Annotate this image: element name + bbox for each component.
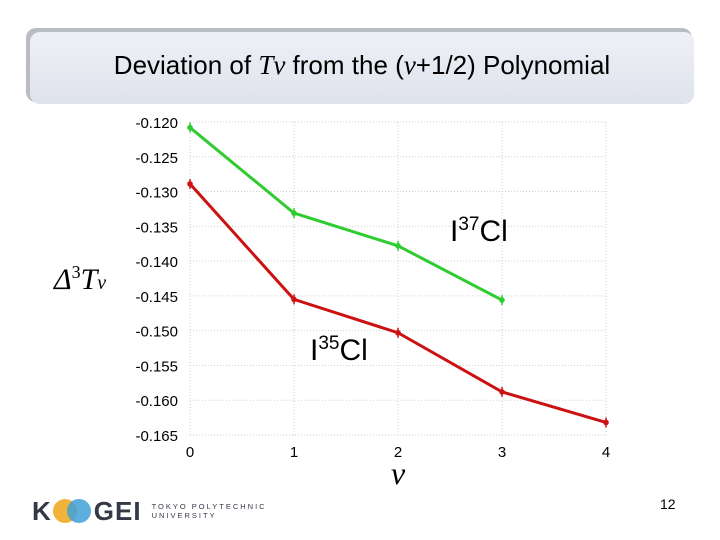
logo-letter-k: K [32, 495, 52, 526]
y-tick-label-9: -0.165 [135, 428, 178, 445]
y-tick-label-5: -0.145 [135, 289, 178, 306]
x-tick-label-1: 1 [290, 444, 298, 461]
y-tick-label-2: -0.130 [135, 185, 178, 202]
data-point-i37cl-2 [395, 243, 401, 249]
y-tick-label-7: -0.155 [135, 358, 178, 375]
y-label-T: T [80, 263, 98, 296]
series-line-i37cl [189, 126, 503, 302]
i35-mass: 35 [318, 333, 340, 354]
title-v: v [403, 50, 416, 80]
y-tick-label-1: -0.125 [135, 150, 178, 167]
logo-letters-gei: GEI [93, 495, 142, 526]
logo-line1: TOKYO POLYTECHNIC [151, 502, 267, 511]
title-tv: Tv [258, 50, 286, 80]
university-logo: K GEI TOKYO POLYTECHNIC UNIVERSITY [32, 495, 267, 527]
y-label-delta: Δ [54, 263, 72, 296]
y-tick-label-8: -0.160 [135, 393, 178, 410]
data-point-i35cl-3 [499, 389, 505, 395]
x-axis-label: v [391, 455, 406, 491]
i37-prefix: I [450, 215, 459, 248]
logo-line2: UNIVERSITY [151, 511, 217, 520]
y-tick-label-6: -0.150 [135, 324, 178, 341]
title-part2: from the ( [285, 50, 404, 80]
title-part1: Deviation of [113, 50, 259, 80]
y-label-sub: v [97, 272, 107, 294]
y-label-sup: 3 [71, 262, 81, 282]
i37-mass: 37 [458, 214, 480, 235]
data-point-i35cl-1 [291, 296, 297, 303]
data-point-i37cl-1 [291, 210, 297, 216]
logo-subtitle: TOKYO POLYTECHNIC UNIVERSITY [152, 502, 267, 520]
series-label-i37cl: I37Cl [450, 214, 508, 249]
x-tick-label-4: 4 [602, 444, 610, 461]
title-box: Deviation of Tv from the (v+1/2) Polynom… [30, 32, 694, 104]
data-point-i35cl-0 [187, 181, 193, 187]
data-point-i35cl-2 [395, 329, 401, 336]
data-point-i37cl-3 [499, 297, 505, 303]
logo-circles-icon [52, 499, 93, 523]
x-tick-label-3: 3 [498, 444, 506, 461]
y-axis-label: Δ3Tv [54, 262, 106, 297]
y-tick-label-3: -0.135 [135, 219, 178, 236]
slide-title: Deviation of Tv from the (v+1/2) Polynom… [30, 50, 694, 81]
i35-suffix: Cl [339, 334, 368, 367]
data-point-i37cl-0 [187, 124, 193, 131]
i35-prefix: I [310, 334, 319, 367]
x-tick-label-2: 2 [394, 444, 402, 461]
x-tick-label-0: 0 [186, 444, 194, 461]
page-number: 12 [660, 496, 676, 512]
y-tick-label-0: -0.120 [135, 115, 178, 132]
y-tick-label-4: -0.140 [135, 254, 178, 271]
i37-suffix: Cl [479, 215, 508, 248]
data-point-i35cl-4 [603, 419, 609, 426]
title-part3: +1/2) Polynomial [415, 50, 611, 80]
series-label-i35cl: I35Cl [310, 333, 368, 368]
